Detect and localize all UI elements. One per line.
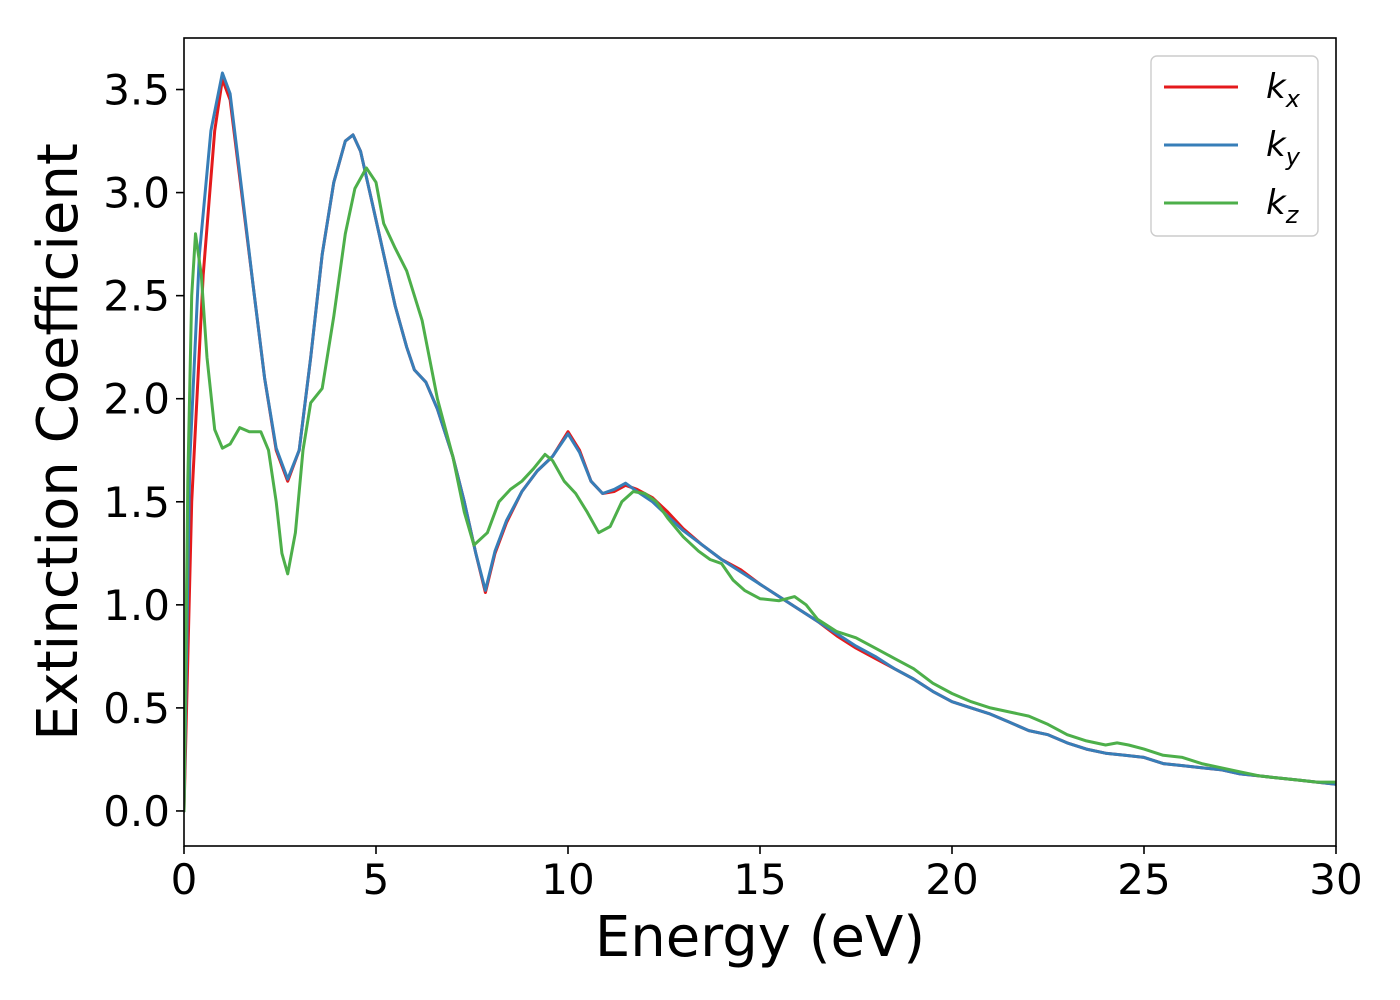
y-tick-label: 2.0 <box>103 375 170 424</box>
y-tick-label: 0.5 <box>103 684 170 733</box>
y-tick-label: 3.5 <box>103 66 170 115</box>
x-tick-label: 5 <box>363 855 390 904</box>
x-axis-title: Energy (eV) <box>595 905 925 970</box>
y-axis-title: Extinction Coefficient <box>26 143 91 741</box>
y-tick-label: 1.5 <box>103 478 170 527</box>
x-tick-label: 10 <box>541 855 594 904</box>
series-layer <box>184 71 1336 813</box>
x-tick-label: 15 <box>733 855 786 904</box>
x-axis: 0 5 10 15 20 25 30 <box>171 846 1363 904</box>
y-axis: 0.0 0.5 1.0 1.5 2.0 2.5 3.0 3.5 <box>103 66 184 836</box>
x-tick-label: 30 <box>1309 855 1362 904</box>
x-tick-label: 20 <box>925 855 978 904</box>
series-line-kz <box>184 166 1336 813</box>
y-tick-label: 2.5 <box>103 272 170 321</box>
y-tick-label: 1.0 <box>103 581 170 630</box>
series-line-ky <box>184 71 1336 813</box>
y-tick-label: 0.0 <box>103 787 170 836</box>
legend-item-kx: kx <box>1164 67 1301 113</box>
x-tick-label: 0 <box>171 855 198 904</box>
x-tick-label: 25 <box>1117 855 1170 904</box>
y-tick-label: 3.0 <box>103 169 170 218</box>
